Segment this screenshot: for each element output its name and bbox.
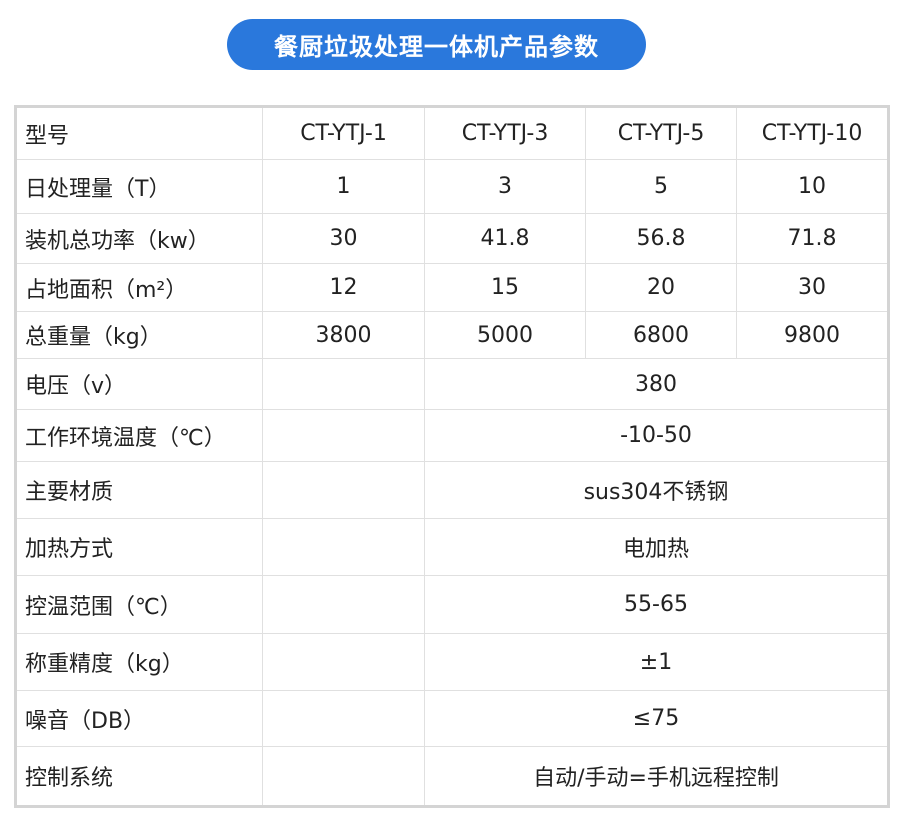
row-label: 称重精度（kg） xyxy=(15,633,263,691)
row-label: 电压（v） xyxy=(15,358,263,410)
table-row: 控制系统 自动/手动=手机远程控制 xyxy=(15,746,889,807)
empty-cell xyxy=(262,633,425,691)
row-label: 占地面积（m²） xyxy=(15,263,263,312)
row-label: 总重量（kg） xyxy=(15,311,263,359)
cell-value: 5 xyxy=(585,159,737,214)
cell-value: 电加热 xyxy=(424,518,889,576)
table-row: 称重精度（kg） ±1 xyxy=(15,633,889,691)
table-row: 控温范围（℃） 55-65 xyxy=(15,575,889,634)
model-name: CT-YTJ-10 xyxy=(736,106,889,160)
cell-value: 3 xyxy=(424,159,586,214)
cell-value: 1 xyxy=(262,159,425,214)
cell-value: 30 xyxy=(736,263,889,312)
table-row: 电压（v） 380 xyxy=(15,358,889,410)
model-name: CT-YTJ-3 xyxy=(424,106,586,160)
model-name: CT-YTJ-1 xyxy=(262,106,425,160)
cell-value: 5000 xyxy=(424,311,586,359)
table-row: 工作环境温度（℃） -10-50 xyxy=(15,409,889,462)
row-label: 主要材质 xyxy=(15,461,263,519)
cell-value: 自动/手动=手机远程控制 xyxy=(424,746,889,807)
cell-value: 41.8 xyxy=(424,213,586,264)
table-row: 总重量（kg） 3800 5000 6800 9800 xyxy=(15,311,889,359)
cell-value: 71.8 xyxy=(736,213,889,264)
empty-cell xyxy=(262,690,425,747)
row-label: 装机总功率（kw） xyxy=(15,213,263,264)
row-label: 工作环境温度（℃） xyxy=(15,409,263,462)
header-label: 型号 xyxy=(15,106,263,160)
cell-value: 6800 xyxy=(585,311,737,359)
cell-value: 30 xyxy=(262,213,425,264)
cell-value: 55-65 xyxy=(424,575,889,634)
table-row: 装机总功率（kw） 30 41.8 56.8 71.8 xyxy=(15,213,889,264)
cell-value: 10 xyxy=(736,159,889,214)
row-label: 控制系统 xyxy=(15,746,263,807)
spec-table: 型号 CT-YTJ-1 CT-YTJ-3 CT-YTJ-5 CT-YTJ-10 … xyxy=(14,105,890,808)
empty-cell xyxy=(262,746,425,807)
header-row: 型号 CT-YTJ-1 CT-YTJ-3 CT-YTJ-5 CT-YTJ-10 xyxy=(15,106,889,160)
empty-cell xyxy=(262,461,425,519)
row-label: 日处理量（T） xyxy=(15,159,263,214)
cell-value: ≤75 xyxy=(424,690,889,747)
cell-value: 56.8 xyxy=(585,213,737,264)
empty-cell xyxy=(262,575,425,634)
empty-cell xyxy=(262,409,425,462)
table-row: 主要材质 sus304不锈钢 xyxy=(15,461,889,519)
model-name: CT-YTJ-5 xyxy=(585,106,737,160)
cell-value: 12 xyxy=(262,263,425,312)
table-row: 噪音（DB） ≤75 xyxy=(15,690,889,747)
table-row: 日处理量（T） 1 3 5 10 xyxy=(15,159,889,214)
cell-value: sus304不锈钢 xyxy=(424,461,889,519)
row-label: 噪音（DB） xyxy=(15,690,263,747)
table-row: 占地面积（m²） 12 15 20 30 xyxy=(15,263,889,312)
row-label: 控温范围（℃） xyxy=(15,575,263,634)
cell-value: 20 xyxy=(585,263,737,312)
cell-value: ±1 xyxy=(424,633,889,691)
cell-value: -10-50 xyxy=(424,409,889,462)
row-label: 加热方式 xyxy=(15,518,263,576)
page-title: 餐厨垃圾处理一体机产品参数 xyxy=(227,19,646,70)
empty-cell xyxy=(262,358,425,410)
table-row: 加热方式 电加热 xyxy=(15,518,889,576)
cell-value: 15 xyxy=(424,263,586,312)
empty-cell xyxy=(262,518,425,576)
cell-value: 9800 xyxy=(736,311,889,359)
cell-value: 3800 xyxy=(262,311,425,359)
cell-value: 380 xyxy=(424,358,889,410)
